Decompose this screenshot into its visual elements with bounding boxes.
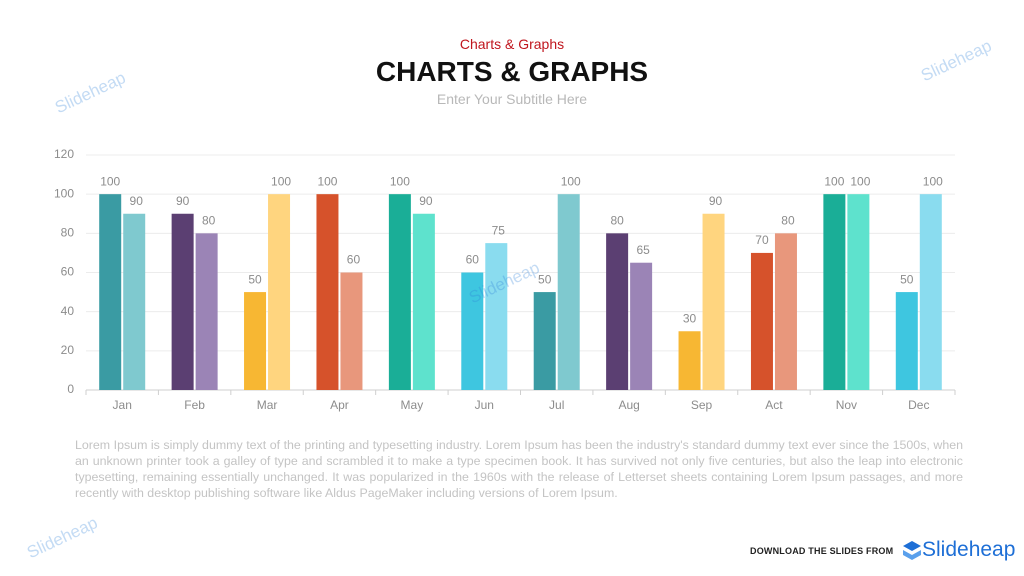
y-tick-label: 120 bbox=[54, 147, 74, 161]
bar bbox=[557, 194, 580, 390]
x-tick-label: Apr bbox=[330, 398, 349, 412]
bar bbox=[412, 213, 435, 390]
value-label: 100 bbox=[923, 174, 943, 188]
bar bbox=[171, 213, 194, 390]
logo-text: Slideheap bbox=[922, 538, 1016, 561]
x-tick-label: Sep bbox=[691, 398, 713, 412]
value-label: 60 bbox=[347, 253, 361, 267]
y-tick-label: 100 bbox=[54, 186, 74, 200]
value-label: 50 bbox=[538, 272, 552, 286]
y-tick-label: 60 bbox=[61, 265, 75, 279]
value-label: 90 bbox=[709, 194, 723, 208]
value-label: 80 bbox=[610, 214, 624, 228]
x-tick-label: Mar bbox=[257, 398, 278, 412]
value-label: 100 bbox=[390, 174, 410, 188]
value-label: 75 bbox=[492, 223, 506, 237]
kicker: Charts & Graphs bbox=[459, 36, 565, 52]
x-tick-label: May bbox=[401, 398, 424, 412]
x-tick-label: Aug bbox=[618, 398, 639, 412]
value-label: 80 bbox=[781, 214, 795, 228]
title: CHARTS & GRAPHS bbox=[375, 56, 649, 87]
bar bbox=[268, 194, 291, 390]
bar bbox=[895, 292, 918, 390]
x-tick-label: Jan bbox=[113, 398, 132, 412]
body-text: Lorem Ipsum is simply dummy text of the … bbox=[75, 438, 963, 500]
x-tick-label: Act bbox=[765, 398, 783, 412]
x-tick-label: Jun bbox=[475, 398, 494, 412]
bar bbox=[461, 272, 484, 390]
value-label: 100 bbox=[824, 174, 844, 188]
value-label: 80 bbox=[202, 214, 216, 228]
x-tick-label: Jul bbox=[549, 398, 564, 412]
value-label: 90 bbox=[176, 194, 190, 208]
value-label: 90 bbox=[419, 194, 433, 208]
bar bbox=[702, 213, 725, 390]
x-tick-label: Dec bbox=[908, 398, 929, 412]
value-label: 65 bbox=[636, 243, 650, 257]
y-tick-label: 40 bbox=[61, 304, 75, 318]
bar bbox=[316, 194, 339, 390]
watermark: Slideheap bbox=[24, 513, 101, 563]
y-tick-label: 20 bbox=[61, 343, 75, 357]
value-label: 70 bbox=[755, 233, 769, 247]
value-label: 100 bbox=[271, 174, 291, 188]
y-tick-label: 80 bbox=[61, 226, 75, 240]
bar bbox=[533, 292, 556, 390]
bar bbox=[774, 233, 797, 390]
y-tick-label: 0 bbox=[67, 382, 74, 396]
chart: 0 20 40 60 80 100 120 Jan 100 90 Feb 90 80 Mar 50 100 Ap… bbox=[54, 147, 956, 412]
download-label: DOWNLOAD THE SLIDES FROM bbox=[750, 546, 894, 556]
bar bbox=[678, 331, 701, 390]
value-label: 60 bbox=[466, 253, 480, 267]
bar bbox=[99, 194, 122, 390]
value-label: 100 bbox=[317, 174, 337, 188]
bar bbox=[340, 272, 363, 390]
value-label: 30 bbox=[683, 311, 697, 325]
bar bbox=[847, 194, 870, 390]
value-label: 50 bbox=[248, 272, 262, 286]
bar bbox=[750, 252, 773, 390]
bar bbox=[388, 194, 411, 390]
value-label: 100 bbox=[100, 174, 120, 188]
bar bbox=[919, 194, 942, 390]
x-tick-label: Nov bbox=[836, 398, 857, 412]
x-tick-label: Feb bbox=[184, 398, 205, 412]
subtitle: Enter Your Subtitle Here bbox=[436, 91, 588, 107]
bar bbox=[123, 213, 146, 390]
logo-icon bbox=[903, 541, 921, 560]
value-label: 100 bbox=[850, 174, 870, 188]
value-label: 50 bbox=[900, 272, 914, 286]
bar bbox=[823, 194, 846, 390]
bar bbox=[485, 243, 508, 390]
bar bbox=[606, 233, 629, 390]
bar bbox=[630, 262, 653, 390]
value-label: 90 bbox=[130, 194, 144, 208]
bar bbox=[244, 292, 267, 390]
value-label: 100 bbox=[561, 174, 581, 188]
bar bbox=[195, 233, 218, 390]
